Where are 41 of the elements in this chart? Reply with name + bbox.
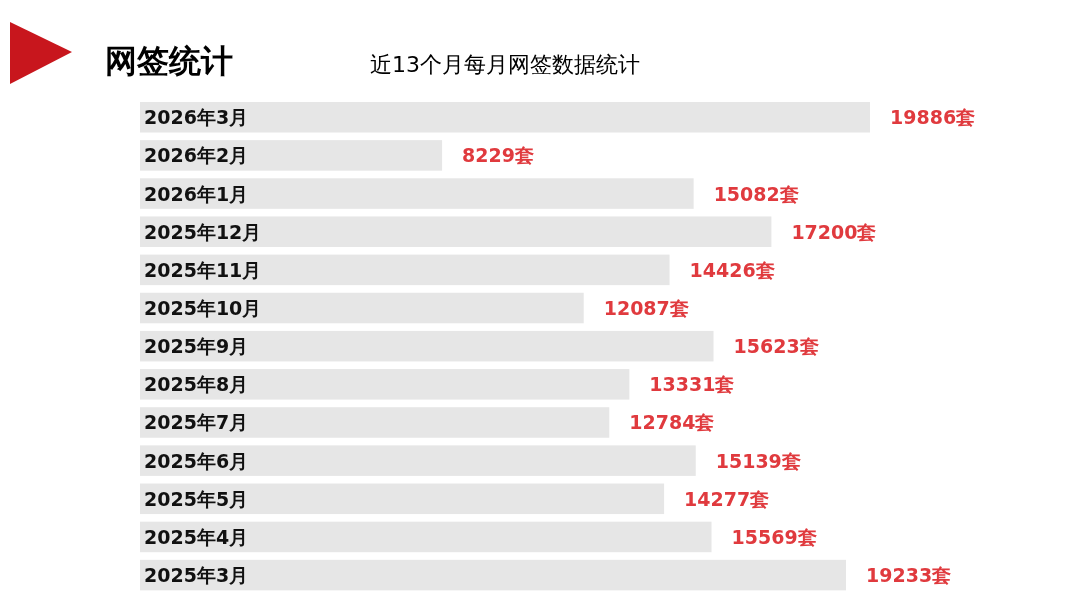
bar (140, 330, 714, 362)
data-label: 14426套 (689, 258, 775, 281)
bar (140, 445, 696, 476)
y-tick-label: 2025年4月 (144, 525, 249, 548)
data-label: 17200套 (791, 220, 877, 243)
y-tick-label: 2025年10月 (144, 297, 262, 320)
y-tick-label: 2025年7月 (144, 411, 249, 434)
bar (140, 292, 584, 324)
y-tick-label: 2025年3月 (144, 564, 249, 587)
data-label: 13331套 (649, 373, 735, 396)
bar (140, 407, 610, 438)
data-label: 15569套 (731, 525, 817, 548)
bar (140, 102, 870, 133)
data-label: 19233套 (866, 564, 952, 587)
y-tick-label: 2025年9月 (144, 335, 249, 358)
bar (140, 521, 712, 553)
bar (140, 216, 772, 247)
y-tick-label: 2025年11月 (144, 258, 262, 281)
data-label: 15623套 (733, 335, 819, 358)
y-tick-label: 2025年12月 (144, 220, 262, 243)
y-tick-label: 2025年8月 (144, 373, 249, 396)
bar (140, 559, 847, 591)
data-label: 12784套 (629, 411, 715, 434)
data-label: 15139套 (715, 449, 801, 472)
bar (140, 140, 443, 171)
data-label: 19886套 (890, 106, 976, 129)
y-tick-label: 2026年2月 (144, 144, 249, 167)
chart-title: 网签统计 (105, 42, 233, 80)
bar (140, 178, 694, 209)
y-tick-label: 2025年5月 (144, 487, 249, 510)
y-tick-label: 2025年6月 (144, 449, 249, 472)
bar (140, 483, 665, 515)
data-label: 15082套 (713, 182, 799, 205)
bar (140, 254, 670, 286)
data-label: 12087套 (603, 297, 689, 320)
y-tick-label: 2026年3月 (144, 106, 249, 129)
bar (140, 369, 630, 400)
chart-subtitle: 近13个月每月网签数据统计 (370, 52, 640, 77)
data-label: 8229套 (462, 144, 534, 167)
y-tick-label: 2026年1月 (144, 182, 249, 205)
data-label: 14277套 (684, 487, 770, 510)
